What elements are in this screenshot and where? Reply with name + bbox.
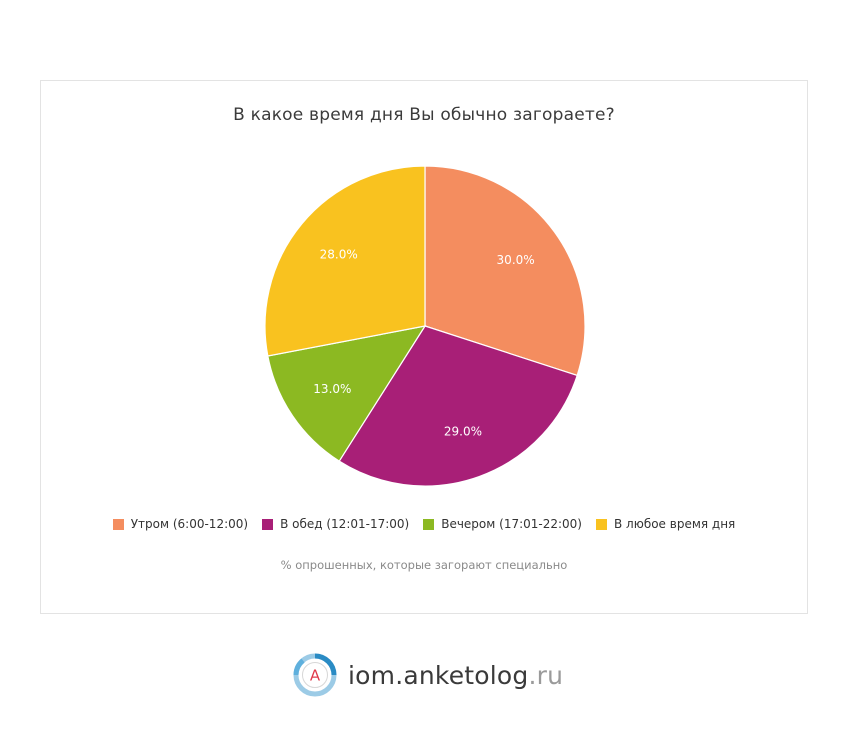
legend-item-anytime[interactable]: В любое время дня: [596, 517, 735, 531]
legend-item-noon[interactable]: В обед (12:01-17:00): [262, 517, 409, 531]
brand-name-main: iom.anketolog: [348, 660, 529, 690]
legend-label: В любое время дня: [614, 517, 736, 531]
brand-tld: .ru: [528, 660, 564, 690]
slice-data-label: 29.0%: [444, 424, 482, 438]
slice-data-label: 28.0%: [320, 248, 358, 262]
brand-name[interactable]: iom.anketolog.ru: [348, 661, 563, 690]
legend-swatch: [112, 518, 124, 530]
pie-slice[interactable]: [338, 325, 578, 487]
slice-data-label: 30.0%: [497, 253, 535, 267]
legend-swatch: [423, 518, 435, 530]
chart-title: В какое время дня Вы обычно загораете?: [233, 105, 615, 125]
legend-label: В обед (12:01-17:00): [280, 517, 410, 531]
anketolog-logo-icon: A: [293, 653, 337, 697]
chart-card: В какое время дня Вы обычно загораете? 3…: [40, 80, 808, 614]
slice-data-label: 13.0%: [313, 382, 351, 396]
legend-item-morning[interactable]: Утром (6:00-12:00): [112, 517, 249, 531]
chart-subtitle: % опрошенных, которые загорают специальн…: [280, 558, 568, 572]
legend-label: Утром (6:00-12:00): [130, 517, 249, 531]
legend-label: Вечером (17:01-22:00): [441, 517, 582, 531]
chart-legend: Утром (6:00-12:00) В обед (12:01-17:00) …: [41, 517, 807, 531]
legend-swatch: [596, 518, 607, 530]
pie-slice[interactable]: [267, 325, 427, 462]
legend-swatch: [262, 518, 274, 530]
pie-slice[interactable]: [424, 165, 586, 377]
legend-item-evening[interactable]: Вечером (17:01-22:00): [423, 517, 582, 531]
logo-letter: A: [310, 667, 321, 685]
pie-slice[interactable]: [264, 165, 426, 357]
pie-chart: 30.0% 29.0% 13.0% 28.0%: [264, 165, 586, 487]
brand-footer: A iom.anketolog.ru: [292, 652, 563, 698]
